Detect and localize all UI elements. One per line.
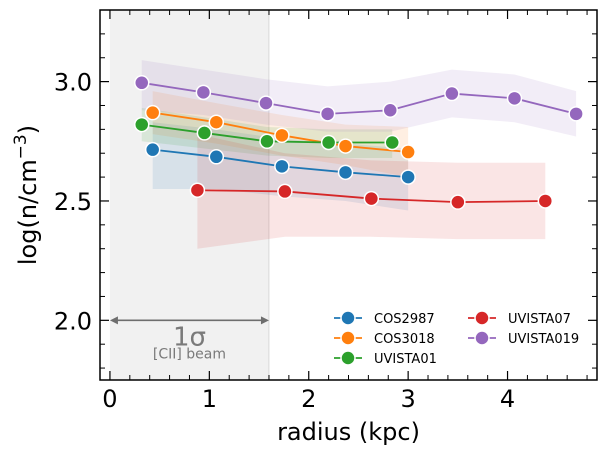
legend-label-uvista01: UVISTA01 (374, 352, 437, 367)
x-tick-label: 1 (202, 385, 217, 413)
beam-arrow-right-head (260, 316, 269, 325)
data-point-uvista07 (537, 193, 554, 209)
data-point-uvista019 (195, 84, 212, 101)
y-axis-title-close: ) (14, 125, 42, 134)
data-point-uvista01 (320, 134, 337, 151)
legend-label-cos3018: COS3018 (374, 332, 435, 347)
y-axis-title: log(n/cm−3) (11, 125, 42, 265)
y-axis-title-main: log(n/cm (14, 159, 42, 265)
y-axis-title-exponent: −3 (11, 134, 31, 159)
data-point-uvista07 (277, 183, 293, 200)
data-point-cos2987 (208, 149, 225, 165)
x-tick-label: 2 (301, 385, 316, 413)
data-point-uvista019 (444, 85, 460, 102)
y-tick-label: 2.0 (54, 307, 92, 335)
data-point-uvista07 (189, 182, 206, 198)
series-line-uvista019 (141, 81, 577, 115)
data-point-uvista01 (196, 125, 213, 141)
beam-label: 1σ (173, 322, 206, 352)
x-tick-label: 3 (400, 385, 415, 413)
data-point-cos3018 (400, 144, 416, 160)
legend-marker-uvista019 (474, 330, 490, 346)
legend-marker-uvista01 (340, 350, 356, 366)
x-axis-title: radius (kpc) (277, 418, 420, 446)
data-point-cos3018 (337, 138, 354, 154)
x-tick-label: 0 (102, 385, 117, 413)
plot-frame (99, 9, 598, 381)
data-point-uvista019 (568, 106, 584, 122)
data-point-uvista01 (133, 116, 150, 133)
legend-label-cos2987: COS2987 (374, 312, 435, 327)
data-point-uvista019 (319, 106, 336, 122)
data-point-cos3018 (144, 104, 161, 121)
data-point-uvista07 (450, 194, 466, 210)
data-point-uvista019 (133, 75, 150, 91)
band-uvista019 (141, 60, 577, 137)
beam-sublabel: [CII] beam (153, 346, 226, 362)
data-point-uvista019 (506, 90, 523, 107)
legend-marker-uvista07 (474, 310, 490, 326)
data-point-cos3018 (208, 114, 225, 130)
data-point-cos3018 (274, 127, 290, 144)
data-point-cos2987 (274, 158, 290, 175)
beam-arrow-left-head (109, 316, 118, 325)
data-point-cos2987 (144, 141, 161, 158)
legend-marker-cos2987 (340, 310, 356, 326)
legend-marker-cos3018 (340, 330, 356, 346)
data-point-uvista019 (258, 95, 274, 111)
data-point-uvista01 (384, 134, 400, 151)
data-point-cos2987 (337, 164, 354, 181)
y-tick-label: 2.5 (54, 188, 92, 216)
legend-label-uvista07: UVISTA07 (508, 312, 571, 327)
x-tick-label: 4 (500, 385, 515, 413)
data-point-uvista07 (363, 190, 380, 207)
data-point-uvista01 (259, 133, 275, 150)
data-point-uvista019 (382, 102, 398, 119)
beam-region (109, 10, 269, 380)
data-point-cos2987 (400, 169, 416, 185)
legend-label-uvista019: UVISTA019 (508, 332, 579, 347)
y-tick-label: 3.0 (54, 69, 92, 97)
